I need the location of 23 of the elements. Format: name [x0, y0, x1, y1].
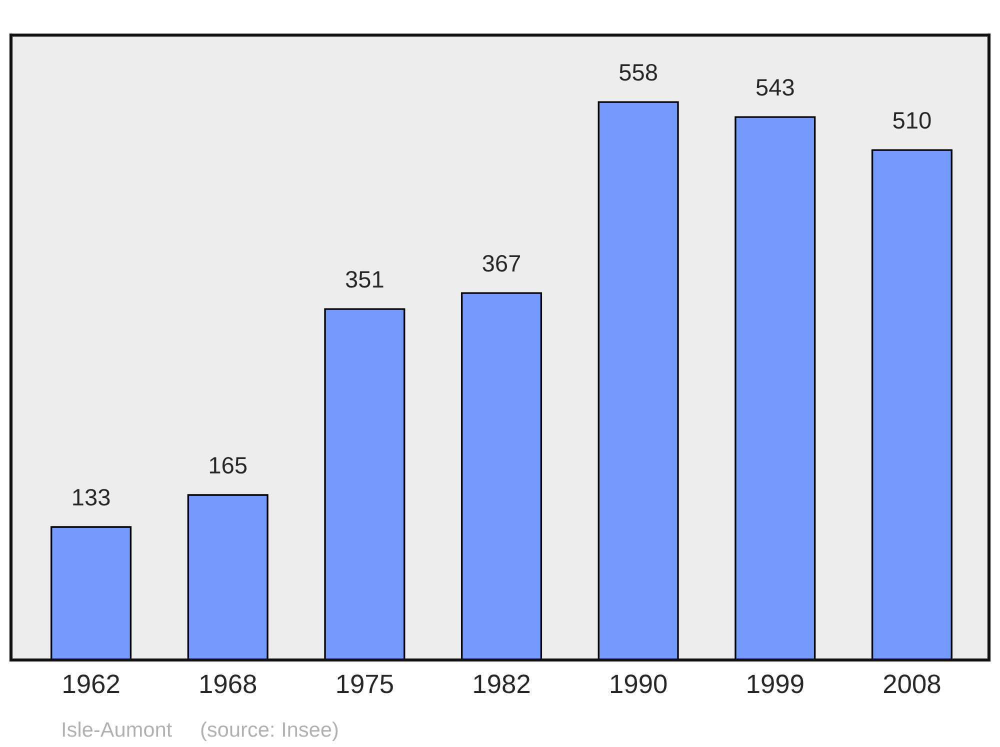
x-tick-label: 1982: [474, 674, 530, 694]
data-label: 367: [482, 254, 520, 272]
bar: [50, 526, 132, 660]
data-label: 133: [73, 488, 110, 506]
data-label: 351: [346, 270, 384, 288]
text: (source: Insee): [201, 722, 338, 742]
x-tick-label: 1975: [337, 674, 393, 694]
bar: [871, 149, 952, 660]
x-tick-label: 2008: [884, 674, 940, 694]
text: Isle-Aumont: [62, 722, 172, 737]
data-label: 558: [620, 64, 657, 81]
data-label: 543: [756, 79, 794, 96]
bar: [598, 101, 679, 660]
bar: [734, 116, 816, 660]
data-label: 165: [210, 456, 247, 474]
bar: [187, 494, 268, 660]
x-tick-label: 1999: [748, 674, 804, 694]
bar: [324, 308, 406, 660]
bar: [460, 292, 542, 660]
data-label: 510: [893, 112, 931, 129]
x-tick-label: 1990: [610, 674, 667, 694]
x-tick-label: 1962: [64, 674, 120, 694]
x-tick-label: 1968: [200, 674, 256, 694]
